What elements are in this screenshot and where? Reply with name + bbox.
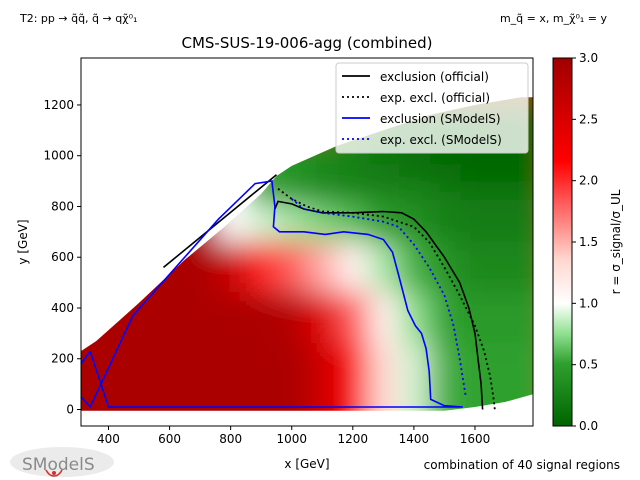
y-tick-label: 1000 xyxy=(43,149,74,163)
contour-exclusion-official- xyxy=(274,200,484,410)
legend-label-official: exclusion (official) xyxy=(380,70,489,84)
y-tick-label: 600 xyxy=(51,250,74,264)
colorbar-tick-label: 0.0 xyxy=(579,419,598,433)
signal-regions-note: combination of 40 signal regions xyxy=(424,458,620,472)
mass-relation-label: m_q̃ = x, m_χ̃⁰₁ = y xyxy=(500,12,608,25)
chart-title: CMS-SUS-19-006-agg (combined) xyxy=(181,34,432,52)
x-tick-label: 1200 xyxy=(338,432,369,446)
contour-exp-excl-official- xyxy=(277,187,496,410)
y-axis: 0 200 400 600 800 1000 1200 xyxy=(43,98,81,417)
x-tick-label: 400 xyxy=(97,432,120,446)
legend-box xyxy=(335,62,529,154)
contour-exp-excl-smodels- xyxy=(291,198,467,397)
x-tick-label: 600 xyxy=(158,432,181,446)
y-tick-label: 0 xyxy=(66,403,74,417)
process-label: T2: pp → q̃q̃, q̃ → qχ̃⁰₁ xyxy=(19,12,137,25)
x-tick-label: 1400 xyxy=(399,432,430,446)
contour-exclusion-smodels- xyxy=(81,180,463,409)
x-axis-label: x [GeV] xyxy=(284,457,329,471)
legend: exclusion (official) exp. excl. (officia… xyxy=(335,62,529,154)
x-axis: 400 600 800 1000 1200 1400 1600 xyxy=(97,426,490,446)
colorbar-tick-label: 1.0 xyxy=(579,296,598,310)
colorbar: 0.0 0.5 1.0 1.5 2.0 2.5 3.0 r = σ_signal/σ_UL xyxy=(552,51,623,433)
colorbar-label: r = σ_signal/σ_UL xyxy=(609,189,623,294)
colorbar-tick-label: 2.0 xyxy=(579,174,598,188)
y-tick-label: 1200 xyxy=(43,98,74,112)
x-tick-label: 1000 xyxy=(276,432,307,446)
smodels-logo: SModelS xyxy=(10,447,114,477)
y-tick-label: 400 xyxy=(51,301,74,315)
x-tick-label: 1600 xyxy=(460,432,491,446)
colorbar-gradient xyxy=(552,57,573,427)
y-tick-label: 800 xyxy=(51,199,74,213)
y-tick-label: 200 xyxy=(51,352,74,366)
colorbar-tick-label: 1.5 xyxy=(579,235,598,249)
legend-label-exp-official: exp. excl. (official) xyxy=(380,91,490,105)
contour-exclusion-official-segment xyxy=(162,174,278,269)
contour-lines xyxy=(81,174,496,410)
y-axis-label: y [GeV] xyxy=(16,219,30,264)
colorbar-tick-label: 0.5 xyxy=(579,358,598,372)
legend-label-exp-smodels: exp. excl. (SModelS) xyxy=(380,133,502,147)
logo-text: SModelS xyxy=(22,455,95,475)
colorbar-tick-label: 2.5 xyxy=(579,112,598,126)
legend-label-smodels: exclusion (SModelS) xyxy=(380,112,501,126)
colorbar-tick-label: 3.0 xyxy=(579,51,598,65)
x-tick-label: 800 xyxy=(219,432,242,446)
plot-frame xyxy=(80,57,534,427)
